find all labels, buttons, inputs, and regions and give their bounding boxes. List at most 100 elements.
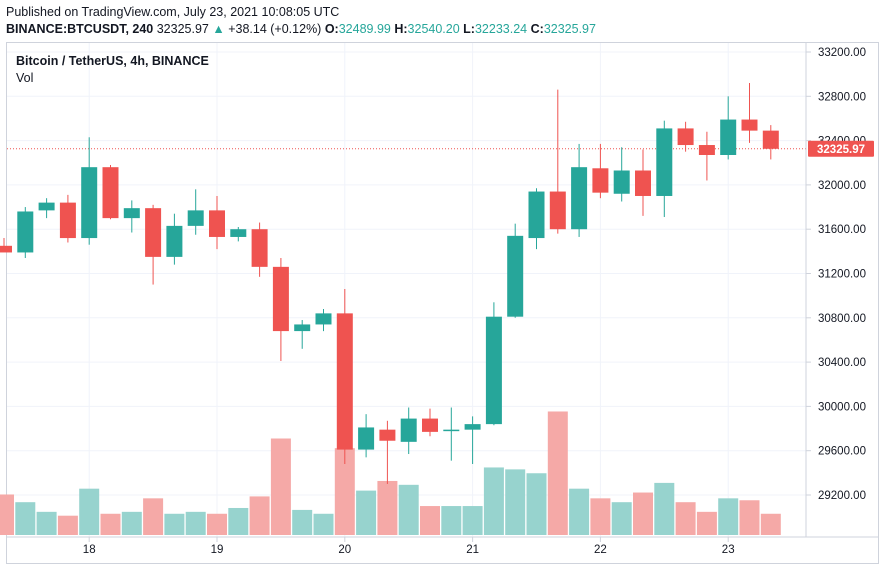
candle-body xyxy=(336,313,353,450)
candle-body xyxy=(485,316,502,425)
volume-bar xyxy=(228,507,249,535)
high-value: 32540.20 xyxy=(407,22,460,36)
candle[interactable] xyxy=(592,143,609,199)
candle-body xyxy=(698,145,715,155)
candle[interactable] xyxy=(123,200,140,233)
candle[interactable] xyxy=(464,416,481,464)
price-tick-label: 29600.00 xyxy=(818,446,866,458)
change-arrow-icon: ▲ xyxy=(212,22,225,36)
candle[interactable] xyxy=(528,188,545,250)
volume-bar xyxy=(441,506,462,535)
candle[interactable] xyxy=(443,407,460,461)
candle-body xyxy=(81,167,98,239)
change-value: +38.14 (+0.12%) xyxy=(228,22,322,36)
volume-bar xyxy=(760,513,781,535)
candle[interactable] xyxy=(315,308,332,332)
low-label: L: xyxy=(463,22,475,36)
volume-bar xyxy=(462,506,483,535)
candle[interactable] xyxy=(549,89,566,234)
candle[interactable] xyxy=(209,195,225,250)
candles xyxy=(0,83,779,484)
candle[interactable] xyxy=(422,408,438,437)
chart-frame xyxy=(6,42,879,564)
candle-body xyxy=(507,235,524,317)
candle-body xyxy=(635,170,651,196)
candle-body xyxy=(294,324,311,332)
close-label: C: xyxy=(530,22,544,36)
price-tick-label: 30000.00 xyxy=(818,401,866,413)
time-axis[interactable]: 18 19 20 21 22 23 xyxy=(83,537,735,556)
price-axis[interactable]: 29200.00 29600.00 30000.00 30400.00 30800.00… xyxy=(806,47,866,502)
candle[interactable] xyxy=(251,222,268,277)
candle[interactable] xyxy=(59,194,76,243)
published-note: Published on TradingView.com, July 23, 2… xyxy=(6,5,340,19)
candle[interactable] xyxy=(145,204,162,285)
candle[interactable] xyxy=(635,149,651,216)
candle-body xyxy=(272,266,289,332)
candle[interactable] xyxy=(81,137,98,245)
candle-body xyxy=(123,208,140,219)
candle[interactable] xyxy=(38,198,55,219)
candle[interactable] xyxy=(0,238,12,253)
close-value: 32325.97 xyxy=(543,22,596,36)
volume-bar xyxy=(675,502,696,535)
volume-bar xyxy=(590,498,611,535)
candle[interactable] xyxy=(571,143,588,237)
candle[interactable] xyxy=(230,226,247,242)
candle[interactable] xyxy=(613,147,630,202)
price-tick-label: 33200.00 xyxy=(818,47,866,59)
candle-body xyxy=(592,168,609,193)
candle[interactable] xyxy=(187,189,204,235)
time-tick-label: 22 xyxy=(594,544,607,556)
volume-bar xyxy=(654,482,675,535)
volume-bar xyxy=(398,484,419,535)
candle-body xyxy=(251,229,268,267)
candle-body xyxy=(443,429,460,432)
candle-body xyxy=(38,202,55,211)
volume-bar xyxy=(377,480,398,535)
volume-bar xyxy=(100,513,121,535)
candle[interactable] xyxy=(336,289,353,464)
volume-legend[interactable]: Vol xyxy=(16,71,34,85)
volume-bar xyxy=(633,492,653,535)
chart-legend-title[interactable]: Bitcoin / TetherUS, 4h, BINANCE xyxy=(16,54,209,68)
candle-body xyxy=(379,429,396,441)
candle-body xyxy=(145,208,162,257)
candle[interactable] xyxy=(166,213,183,265)
candle-body xyxy=(102,167,119,219)
candle[interactable] xyxy=(358,414,375,458)
volume-bar xyxy=(270,438,291,535)
candle[interactable] xyxy=(17,207,34,258)
candle[interactable] xyxy=(720,96,737,160)
volume-bar xyxy=(718,498,739,535)
volume-bar xyxy=(420,506,440,535)
volume-bar xyxy=(483,467,504,535)
price-tick-label: 32800.00 xyxy=(818,91,866,103)
symbol-label: BINANCE:BTCUSDT, 240 xyxy=(6,22,154,36)
candle[interactable] xyxy=(294,320,311,349)
candle-body xyxy=(422,418,438,432)
volume-bar xyxy=(696,511,717,535)
candle[interactable] xyxy=(741,83,758,143)
candle[interactable] xyxy=(698,131,715,181)
price-tick-label: 30400.00 xyxy=(818,357,866,369)
candle-body xyxy=(549,191,566,230)
candle[interactable] xyxy=(656,120,673,218)
candle-body xyxy=(17,211,34,253)
open-label: O: xyxy=(324,22,339,36)
candle[interactable] xyxy=(379,420,396,484)
candle[interactable] xyxy=(272,257,289,361)
candle[interactable] xyxy=(400,407,417,455)
last-price-text: 32325.97 xyxy=(817,144,865,156)
candle[interactable] xyxy=(485,302,502,426)
candle[interactable] xyxy=(677,121,694,152)
ohlc-bar: BINANCE:BTCUSDT, 240 32325.97 ▲ +38.14 (… xyxy=(6,22,596,36)
candle[interactable] xyxy=(102,164,119,220)
volume-bar xyxy=(313,513,334,535)
candle-body xyxy=(209,210,225,237)
candle[interactable] xyxy=(507,223,524,318)
candle-body xyxy=(656,128,673,196)
volume-bar xyxy=(15,502,36,535)
candle[interactable] xyxy=(762,125,779,160)
